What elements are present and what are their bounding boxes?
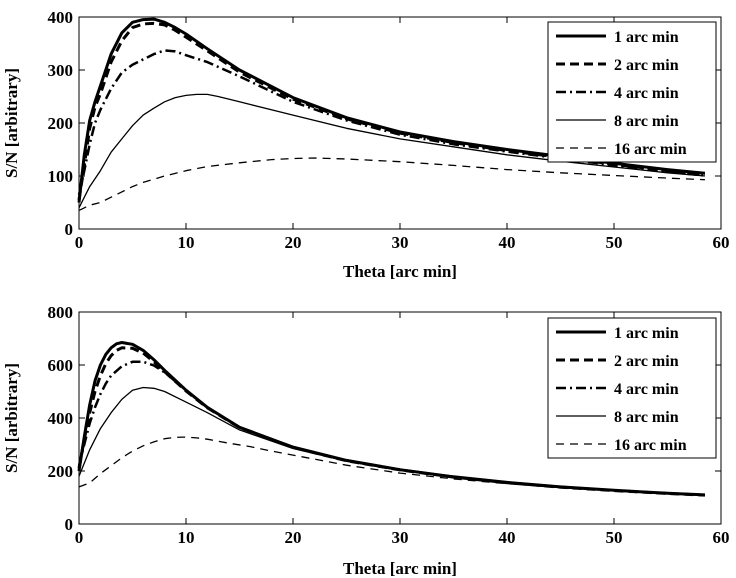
- x-tick-label: 30: [392, 528, 409, 547]
- legend-label: 8 arc min: [614, 409, 679, 426]
- x-axis-label: Theta [arc min]: [343, 262, 457, 281]
- y-tick-label: 800: [48, 303, 74, 322]
- y-tick-label: 200: [48, 114, 74, 133]
- y-tick-label: 600: [48, 356, 74, 375]
- x-tick-label: 20: [285, 233, 302, 252]
- x-tick-label: 0: [75, 233, 84, 252]
- x-tick-label: 50: [606, 233, 623, 252]
- legend-label: 8 arc min: [614, 113, 679, 130]
- legend-label: 4 arc min: [614, 85, 679, 102]
- x-tick-label: 0: [75, 528, 84, 547]
- legend-label: 4 arc min: [614, 381, 679, 398]
- x-axis-label: Theta [arc min]: [343, 559, 457, 578]
- x-tick-label: 30: [392, 233, 409, 252]
- y-tick-label: 400: [48, 8, 74, 27]
- y-axis-label: S/N [arbitrary]: [2, 363, 21, 473]
- y-tick-label: 0: [65, 515, 74, 534]
- y-axis-label: S/N [arbitrary]: [2, 68, 21, 178]
- x-tick-label: 60: [713, 528, 730, 547]
- x-tick-label: 60: [713, 233, 730, 252]
- x-tick-label: 40: [499, 233, 516, 252]
- series-line-16-arc-min: [78, 436, 705, 497]
- chart-top: 0 10 20 30 40 50 60 0 100 200 300 400 Theta [arc min…: [2, 8, 730, 281]
- y-tick-label: 200: [48, 462, 74, 481]
- y-tick-label: 100: [48, 167, 74, 186]
- x-tick-label: 40: [499, 528, 516, 547]
- legend-label: 2 arc min: [614, 57, 679, 74]
- series-line-16-arc-min: [78, 157, 705, 211]
- series-line-4-arc-min: [77, 49, 706, 195]
- legend-label: 16 arc min: [614, 437, 687, 454]
- y-tick-label: 400: [48, 409, 74, 428]
- legend-label: 2 arc min: [614, 353, 679, 370]
- legend-label: 1 arc min: [614, 325, 679, 342]
- y-tick-label: 300: [48, 61, 74, 80]
- y-tick-label: 0: [65, 220, 74, 239]
- series-line-8-arc-min: [78, 93, 705, 209]
- legend-label: 1 arc min: [614, 29, 679, 46]
- legend-label: 16 arc min: [614, 141, 687, 158]
- x-tick-label: 10: [178, 528, 195, 547]
- x-tick-label: 20: [285, 528, 302, 547]
- x-tick-label: 50: [606, 528, 623, 547]
- x-tick-label: 10: [178, 233, 195, 252]
